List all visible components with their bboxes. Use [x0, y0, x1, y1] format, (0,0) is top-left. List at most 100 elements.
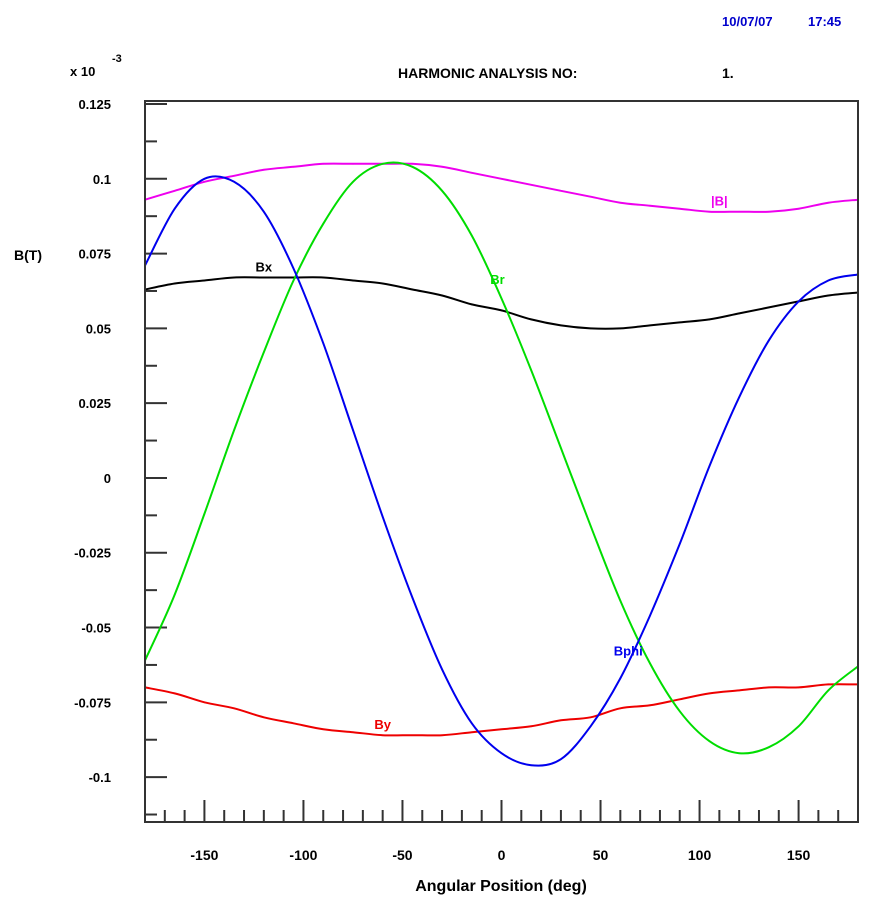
series-label-bx: Bx [256, 260, 273, 275]
data-point-bmag [738, 210, 740, 213]
data-point-br [827, 689, 830, 692]
x-tick-label: -150 [190, 847, 218, 863]
data-point-bphi [827, 279, 830, 282]
data-point-bphi [352, 429, 354, 431]
data-point-bx [441, 294, 443, 297]
data-point-bmag [768, 210, 770, 213]
data-point-bx [322, 276, 325, 279]
data-point-by [203, 701, 206, 704]
data-point-bmag [797, 207, 800, 210]
data-point-by [500, 728, 503, 731]
series-label-bmag: |B| [711, 194, 728, 209]
data-point-br [708, 740, 711, 743]
data-point-bmag [441, 166, 443, 168]
data-point-bphi [619, 677, 622, 680]
x-tick-label: -100 [289, 847, 317, 863]
data-point-bmag [233, 174, 235, 177]
y-tick-label: 0 [104, 471, 111, 486]
data-point-by [263, 716, 265, 719]
series-line-by [144, 683, 859, 737]
data-point-by [352, 731, 354, 734]
data-point-bphi [530, 764, 533, 766]
data-point-bphi [649, 614, 651, 617]
data-point-bx [708, 318, 711, 321]
data-point-bmag [203, 180, 206, 183]
data-point-by [292, 722, 295, 725]
data-point-bmag [560, 189, 562, 192]
data-point-bmag [411, 163, 414, 165]
data-point-bphi [500, 752, 503, 754]
x-tick-label: 150 [787, 847, 811, 863]
data-point-br [173, 593, 176, 596]
series-line-br [144, 161, 859, 755]
data-point-by [173, 692, 176, 695]
data-point-bphi [441, 668, 443, 671]
data-point-bx [738, 312, 740, 315]
chart-title-label: HARMONIC ANALYSIS NO: [398, 65, 577, 81]
data-point-br [233, 429, 235, 431]
data-point-bphi [292, 267, 295, 270]
y-tick-label: 0.075 [78, 247, 111, 262]
data-point-bmag [322, 163, 325, 165]
axis-ticks [145, 102, 840, 822]
data-point-bphi [560, 758, 562, 760]
data-point-br [411, 166, 414, 168]
data-point-bphi [470, 722, 473, 725]
data-point-by [649, 704, 651, 707]
data-point-bmag [470, 172, 473, 174]
data-point-bphi [233, 180, 235, 183]
data-point-br [797, 725, 800, 728]
data-point-br [203, 513, 206, 515]
data-point-br [678, 710, 681, 713]
data-point-br [649, 662, 651, 665]
data-point-bx [263, 276, 265, 279]
y-tick-label: -0.075 [74, 695, 111, 710]
y-tick-label: -0.05 [81, 621, 111, 636]
data-point-br [322, 222, 325, 225]
data-point-bphi [173, 207, 176, 210]
data-point-bphi [708, 465, 711, 467]
chart-title-number: 1. [722, 65, 734, 81]
data-point-by [619, 707, 622, 710]
series-label-br: Br [490, 272, 504, 287]
y-multiplier-exponent: -3 [112, 53, 122, 65]
plot-frame [144, 100, 859, 823]
data-point-bmag [173, 189, 176, 192]
data-point-bphi [678, 542, 681, 545]
series-label-bphi: Bphi [614, 644, 643, 659]
data-point-bmag [708, 210, 711, 213]
data-point-by [768, 686, 770, 689]
data-point-bmag [352, 163, 354, 165]
data-point-bmag [500, 177, 503, 180]
data-point-br [470, 234, 473, 237]
data-point-bx [827, 294, 830, 297]
data-point-br [263, 351, 265, 354]
x-tick-label: -50 [392, 847, 412, 863]
data-point-by [738, 689, 740, 692]
data-point-by [470, 731, 473, 734]
axis-tick-labels: 0.125 0.1 0.075 0.05 0.025 0 -0.025 -0.05 -0.075… [74, 97, 810, 863]
data-point-bmag [827, 201, 830, 204]
data-point-by [708, 692, 711, 695]
y-tick-label: 0.125 [78, 97, 111, 112]
data-point-bx [233, 276, 235, 279]
series-label-by: By [374, 717, 391, 732]
data-point-bx [768, 306, 770, 309]
y-multiplier-label: x 10 [70, 64, 95, 79]
data-point-br [292, 279, 295, 282]
y-tick-label: -0.025 [74, 546, 111, 561]
data-point-bphi [797, 300, 800, 303]
data-point-br [441, 189, 443, 192]
data-point-bmag [678, 207, 681, 210]
series-line-bmag [144, 162, 859, 213]
data-point-bphi [768, 339, 770, 342]
data-point-bx [352, 279, 354, 282]
data-point-bx [203, 279, 206, 282]
data-point-bphi [263, 210, 265, 213]
data-point-bphi [203, 177, 206, 180]
data-point-bx [173, 282, 176, 285]
data-point-bx [411, 288, 414, 291]
data-point-by [530, 725, 533, 728]
data-point-br [530, 369, 533, 372]
